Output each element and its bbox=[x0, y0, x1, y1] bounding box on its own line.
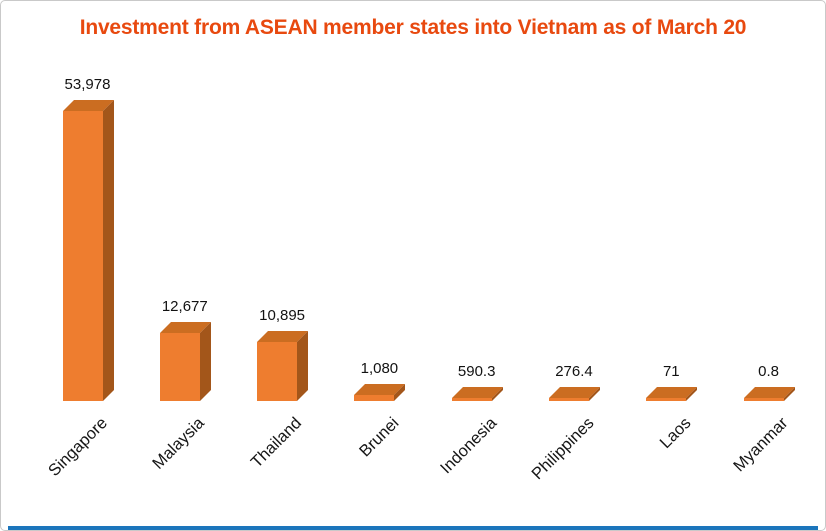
bar-front-face bbox=[159, 333, 200, 401]
footer-accent-line bbox=[8, 526, 818, 530]
bar-front-face bbox=[257, 342, 298, 401]
category-label-indonesia: Indonesia bbox=[436, 414, 500, 478]
bar-side-face bbox=[297, 331, 309, 401]
category-label-malaysia: Malaysia bbox=[149, 414, 209, 473]
category-label-thailand: Thailand bbox=[247, 414, 306, 472]
bar-front-face bbox=[451, 398, 492, 401]
bar-value-label: 0.8 bbox=[758, 363, 780, 380]
bar-value-label: 10,895 bbox=[259, 307, 306, 324]
category-label-brunei: Brunei bbox=[356, 414, 403, 461]
bar-value-label: 71 bbox=[662, 363, 680, 380]
bar-front-face bbox=[62, 111, 103, 401]
bar-value-label: 1,080 bbox=[360, 360, 399, 377]
bar-front-face bbox=[743, 398, 784, 401]
chart-title: Investment from ASEAN member states into… bbox=[79, 16, 747, 39]
bar-value-label: 590.3 bbox=[457, 363, 496, 380]
bar-value-label: 53,978 bbox=[64, 76, 111, 93]
category-label-singapore: Singapore bbox=[44, 414, 111, 480]
bar-front-face bbox=[354, 395, 395, 401]
category-label-laos: Laos bbox=[656, 414, 695, 453]
bar-side-face bbox=[199, 322, 211, 401]
bar-side-face bbox=[102, 100, 114, 401]
bar-front-face bbox=[646, 398, 687, 401]
category-label-philippines: Philippines bbox=[528, 414, 598, 484]
bar-value-label: 276.4 bbox=[555, 363, 593, 380]
bar-front-face bbox=[549, 398, 589, 401]
category-label-myanmar: Myanmar bbox=[730, 414, 792, 476]
bar-value-label: 12,677 bbox=[161, 298, 208, 315]
